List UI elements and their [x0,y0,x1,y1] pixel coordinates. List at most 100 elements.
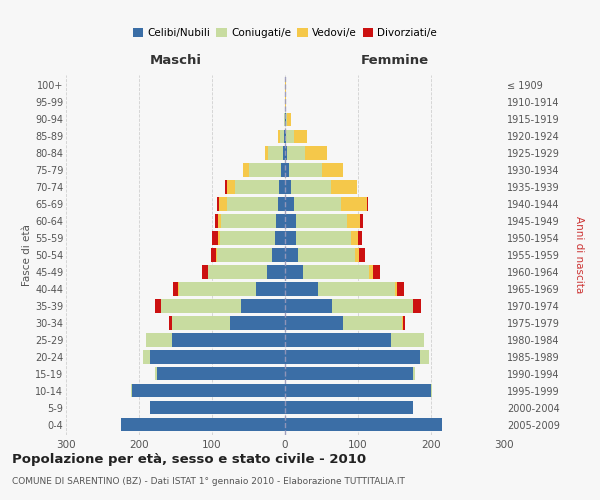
Bar [331,180,356,194]
Bar [286,112,287,126]
Bar [248,164,281,176]
Bar [172,316,230,330]
Bar [169,316,172,330]
Bar [230,316,285,330]
Bar [208,266,267,278]
Bar [291,180,331,194]
Bar [172,334,285,346]
Bar [179,282,256,296]
Bar [402,316,403,330]
Bar [350,232,358,244]
Bar [296,214,347,228]
Legend: Celibi/Nubili, Coniugati/e, Vedovi/e, Divorziati/e: Celibi/Nubili, Coniugati/e, Vedovi/e, Di… [133,28,437,38]
Bar [227,180,235,194]
Bar [143,350,150,364]
Bar [285,96,286,109]
Bar [343,316,402,330]
Bar [241,300,285,312]
Bar [391,334,424,346]
Bar [256,282,285,296]
Bar [275,232,285,244]
Bar [211,248,215,262]
Bar [178,282,179,296]
Bar [121,418,285,432]
Bar [217,198,220,210]
Text: Femmine: Femmine [361,54,428,68]
Bar [285,384,431,398]
Bar [294,130,307,143]
Bar [359,248,365,262]
Y-axis label: Fasce di età: Fasce di età [22,224,32,286]
Bar [332,300,413,312]
Bar [146,334,172,346]
Bar [356,180,357,194]
Bar [242,164,248,176]
Bar [227,198,278,210]
Bar [267,266,285,278]
Bar [285,282,318,296]
Bar [403,316,406,330]
Bar [212,232,218,244]
Bar [289,164,322,176]
Text: Popolazione per età, sesso e stato civile - 2010: Popolazione per età, sesso e stato civil… [12,452,366,466]
Bar [276,214,285,228]
Bar [285,248,298,262]
Bar [285,112,286,126]
Bar [395,282,397,296]
Bar [298,248,355,262]
Bar [283,146,285,160]
Bar [157,367,285,380]
Bar [202,266,208,278]
Bar [341,198,367,210]
Bar [373,266,380,278]
Bar [285,266,303,278]
Bar [265,146,268,160]
Bar [413,300,421,312]
Bar [220,198,227,210]
Bar [285,164,289,176]
Bar [286,130,294,143]
Bar [268,146,283,160]
Bar [285,418,442,432]
Bar [397,282,404,296]
Bar [215,248,217,262]
Bar [215,214,218,228]
Bar [272,248,285,262]
Bar [285,214,296,228]
Bar [360,214,363,228]
Bar [281,164,285,176]
Bar [285,180,291,194]
Bar [218,214,221,228]
Bar [221,214,276,228]
Bar [150,401,285,414]
Bar [296,232,350,244]
Bar [284,112,285,126]
Bar [413,367,415,380]
Bar [155,367,157,380]
Bar [285,316,343,330]
Bar [218,232,220,244]
Bar [431,384,432,398]
Bar [220,232,275,244]
Bar [150,350,285,364]
Bar [285,300,332,312]
Bar [285,232,296,244]
Text: Maschi: Maschi [149,54,202,68]
Bar [303,266,369,278]
Bar [369,266,373,278]
Bar [347,214,360,228]
Bar [280,130,284,143]
Bar [285,401,413,414]
Bar [367,198,368,210]
Bar [285,130,286,143]
Bar [155,300,161,312]
Bar [358,232,362,244]
Bar [131,384,132,398]
Bar [278,198,285,210]
Bar [161,300,241,312]
Bar [235,180,279,194]
Bar [305,146,328,160]
Bar [287,146,305,160]
Bar [420,350,429,364]
Bar [287,112,291,126]
